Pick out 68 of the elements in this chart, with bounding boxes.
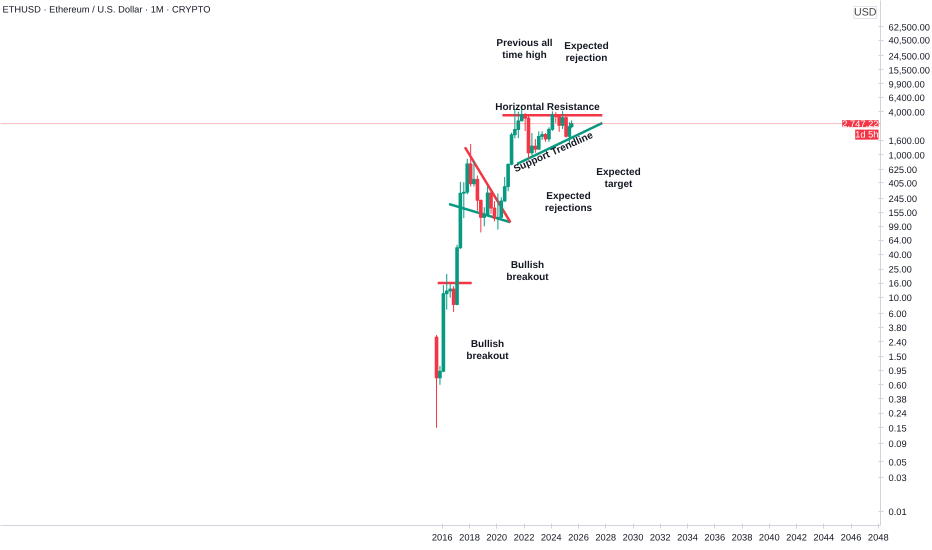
- x-tick-label: 2030: [622, 532, 644, 542]
- y-tick-label: 0.15: [888, 423, 907, 434]
- candlestick: [536, 130, 541, 150]
- annotation: 1d 5h: [855, 130, 878, 140]
- y-tick-label: 24,500.00: [888, 51, 930, 62]
- annotation: Expected: [564, 41, 609, 52]
- y-tick-label: 405.00: [888, 178, 918, 188]
- y-axis-title: USD: [854, 6, 877, 18]
- y-tick-label: 3.80: [888, 323, 907, 334]
- y-tick-label: 0.03: [888, 473, 907, 484]
- y-tick-label: 0.38: [888, 394, 907, 404]
- y-tick-label: 245.00: [888, 194, 918, 204]
- y-tick-label: 4,000.00: [888, 107, 925, 118]
- x-tick-label: 2046: [840, 532, 862, 542]
- x-tick-label: 2028: [595, 532, 616, 542]
- x-tick-label: 2032: [650, 532, 671, 542]
- y-tick-label: 625.00: [888, 164, 918, 175]
- x-tick-label: 2024: [540, 532, 562, 542]
- annotation: Expected: [546, 191, 591, 202]
- x-tick-label: 2040: [758, 532, 780, 542]
- annotation: target: [604, 179, 634, 190]
- y-tick-label: 9,900.00: [888, 79, 925, 90]
- y-tick-label: 6,400.00: [888, 92, 925, 103]
- candlestick: [516, 111, 520, 139]
- x-tick-label: 2044: [813, 532, 834, 542]
- annotation: Expected: [596, 167, 641, 178]
- y-tick-label: 6.00: [888, 308, 907, 319]
- y-tick-label: 1,000.00: [888, 150, 925, 160]
- y-tick-label: 0.05: [888, 457, 907, 468]
- annotation: rejections: [544, 203, 593, 214]
- candlestick: [472, 160, 476, 188]
- annotation: time high: [502, 50, 547, 61]
- y-tick-label: 1,600.00: [888, 136, 925, 146]
- y-tick-label: 0.60: [888, 380, 907, 390]
- y-tick-label: 0.01: [888, 507, 907, 518]
- y-tick-label: 0.24: [888, 408, 907, 419]
- y-tick-label: 15,500.00: [888, 65, 930, 76]
- y-tick-label: 0.95: [888, 366, 907, 376]
- x-tick-label: 2048: [868, 532, 889, 542]
- chart-title: ETHUSD · Ethereum / U.S. Dollar · 1M · CRYPTO: [2, 4, 211, 14]
- x-tick-label: 2026: [568, 532, 589, 542]
- y-tick-label: 0.09: [888, 439, 907, 450]
- x-tick-label: 2016: [432, 532, 453, 542]
- annotation: rejection: [566, 53, 608, 64]
- annotation: Bullish: [470, 339, 504, 350]
- y-tick-label: 16.00: [888, 278, 912, 289]
- annotation: breakout: [466, 351, 510, 362]
- y-tick-label: 62,500.00: [888, 22, 930, 32]
- y-tick-label: 99.00: [888, 222, 912, 232]
- annotation: Bullish: [510, 260, 544, 271]
- annotation: Previous all: [496, 38, 553, 49]
- y-tick-label: 155.00: [888, 208, 918, 218]
- y-tick-label: 40,500.00: [888, 36, 930, 46]
- x-tick-label: 2034: [677, 532, 698, 542]
- ref-line-label: 2,747.22: [842, 119, 878, 130]
- x-tick-label: 2042: [786, 532, 807, 542]
- x-tick-label: 2018: [459, 532, 480, 542]
- y-tick-label: 25.00: [888, 264, 912, 275]
- x-tick-label: 2020: [486, 532, 508, 542]
- y-tick-label: 2.40: [888, 337, 907, 348]
- y-tick-label: 40.00: [888, 250, 912, 260]
- y-tick-label: 64.00: [888, 236, 912, 246]
- y-tick-label: 1.50: [888, 352, 907, 362]
- x-tick-label: 2036: [704, 532, 726, 542]
- annotation: breakout: [506, 272, 550, 283]
- x-tick-label: 2038: [732, 532, 752, 542]
- y-tick-label: 10.00: [888, 293, 912, 304]
- x-tick-label: 2022: [514, 532, 534, 542]
